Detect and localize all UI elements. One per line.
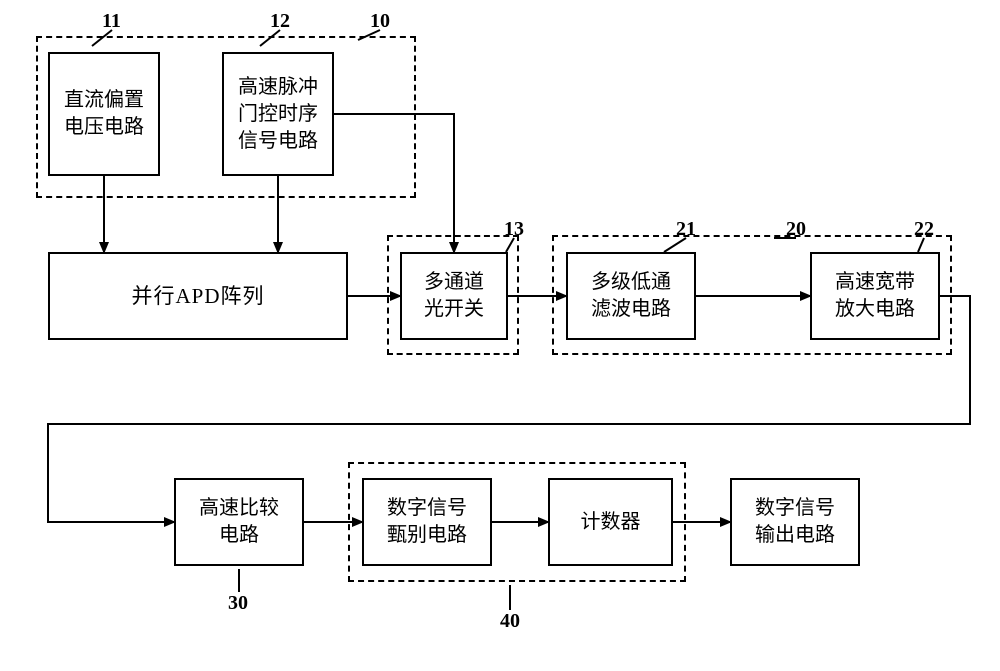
- box-wideband-amp-label: 高速宽带放大电路: [835, 269, 915, 323]
- box-output-label: 数字信号输出电路: [755, 495, 835, 549]
- box-dc-bias-label: 直流偏置电压电路: [64, 87, 144, 141]
- num-40: 40: [500, 610, 520, 633]
- box-optical-switch: 多通道光开关: [400, 252, 508, 340]
- box-optical-switch-label: 多通道光开关: [424, 269, 484, 323]
- box-wideband-amp: 高速宽带放大电路: [810, 252, 940, 340]
- num-21: 21: [676, 218, 696, 241]
- num-13: 13: [504, 218, 524, 241]
- box-comparator: 高速比较电路: [174, 478, 304, 566]
- num-20: 20: [786, 218, 806, 241]
- box-discriminator-label: 数字信号甄别电路: [387, 495, 467, 549]
- box-pulse-gate: 高速脉冲门控时序信号电路: [222, 52, 334, 176]
- box-dc-bias: 直流偏置电压电路: [48, 52, 160, 176]
- box-lowpass-filter-label: 多级低通滤波电路: [591, 269, 671, 323]
- box-comparator-label: 高速比较电路: [199, 495, 279, 549]
- num-30: 30: [228, 592, 248, 615]
- num-11: 11: [102, 10, 121, 33]
- box-counter: 计数器: [548, 478, 673, 566]
- box-lowpass-filter: 多级低通滤波电路: [566, 252, 696, 340]
- box-counter-label: 计数器: [581, 509, 641, 536]
- num-12: 12: [270, 10, 290, 33]
- box-pulse-gate-label: 高速脉冲门控时序信号电路: [238, 74, 318, 155]
- num-10: 10: [370, 10, 390, 33]
- box-output: 数字信号输出电路: [730, 478, 860, 566]
- box-apd-array-label: 并行APD阵列: [131, 282, 264, 310]
- num-22: 22: [914, 218, 934, 241]
- box-apd-array: 并行APD阵列: [48, 252, 348, 340]
- box-discriminator: 数字信号甄别电路: [362, 478, 492, 566]
